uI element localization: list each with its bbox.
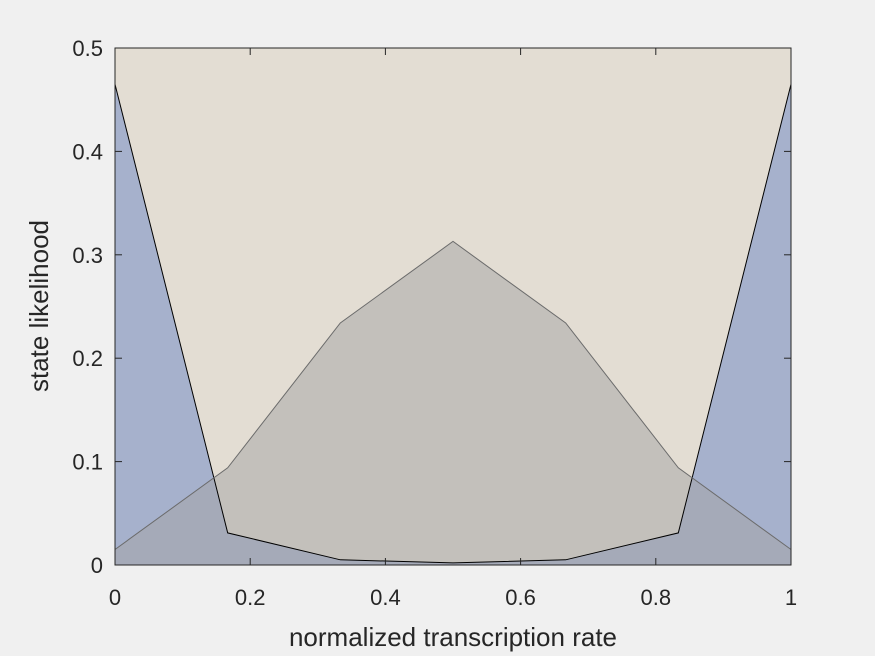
axis-ticks [114,47,792,566]
series-1-line [114,84,792,564]
x-tick-label: 0 [109,585,121,610]
series-2-line [114,240,792,550]
y-tick-label: 0.3 [72,243,103,268]
y-axis-label: state likelihood [24,220,54,392]
series-lines [114,84,792,564]
x-tick-label: 0.6 [505,585,536,610]
y-tick-label: 0 [91,553,103,578]
x-tick-label: 1 [785,585,797,610]
x-tick-label: 0.4 [370,585,401,610]
y-tick-label: 0.1 [72,450,103,475]
plot-frame [114,47,792,566]
series-areas [115,84,791,565]
series-2-area [115,241,791,565]
x-tick-label: 0.2 [235,585,266,610]
x-axis-label: normalized transcription rate [289,622,617,652]
y-tick-labels: 0 0.1 0.2 0.3 0.4 0.5 [72,36,103,578]
x-tick-label: 0.8 [641,585,672,610]
y-tick-label: 0.2 [72,346,103,371]
x-tick-labels: 0 0.2 0.4 0.6 0.8 1 [109,585,797,610]
y-tick-label: 0.4 [72,139,103,164]
y-tick-label: 0.5 [72,36,103,61]
